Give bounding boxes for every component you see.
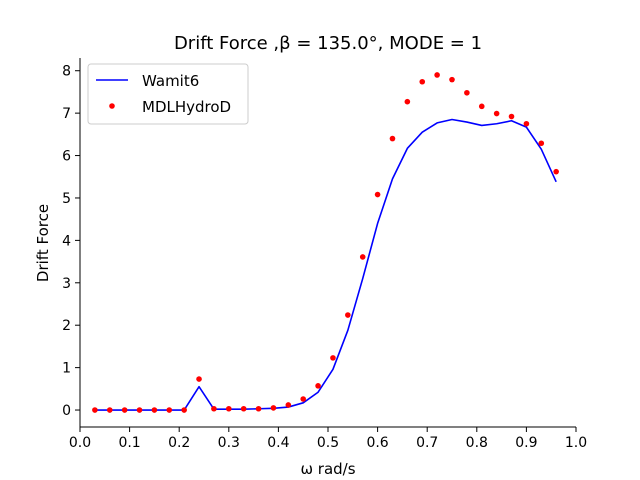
data-point-mdlhydrod xyxy=(449,76,455,83)
legend-mdlhydrod-swatch xyxy=(109,103,115,109)
x-tick-label: 0.8 xyxy=(466,435,488,451)
ticks-layer: 0.0 0.1 0.2 0.3 0.4 0.5 0.6 0.7 0.8 0.9 1.0 0 1 2 3 4 5 6… xyxy=(62,64,587,451)
data-point-mdlhydrod xyxy=(121,407,128,413)
x-tick-label: 0.7 xyxy=(416,435,438,451)
y-tick-label: 8 xyxy=(62,64,71,80)
data-point-mdlhydrod xyxy=(151,407,158,413)
data-point-mdlhydrod xyxy=(345,312,351,318)
legend-mdlhydrod-label: MDLHydroD xyxy=(142,98,231,116)
x-tick-label: 0.2 xyxy=(168,435,190,451)
x-tick-label: 0.0 xyxy=(69,435,91,451)
data-point-mdlhydrod xyxy=(374,191,381,198)
data-point-mdlhydrod xyxy=(330,355,336,361)
data-point-mdlhydrod xyxy=(136,407,143,413)
data-point-mdlhydrod xyxy=(359,254,366,260)
x-axis-label: ω rad/s xyxy=(300,460,355,478)
legend-box xyxy=(87,63,249,125)
data-point-mdlhydrod xyxy=(464,89,470,96)
x-tick-label: 0.6 xyxy=(366,435,388,451)
data-point-mdlhydrod xyxy=(92,407,98,413)
data-point-mdlhydrod xyxy=(166,407,173,413)
x-tick-label: 1.0 xyxy=(565,435,587,451)
data-point-mdlhydrod xyxy=(538,140,545,147)
x-tick-label: 0.5 xyxy=(317,435,339,451)
data-point-mdlhydrod xyxy=(419,78,426,85)
y-tick-label: 6 xyxy=(62,149,71,165)
y-tick-label: 1 xyxy=(62,361,71,377)
y-tick-label: 0 xyxy=(62,403,71,419)
chart-title: Drift Force ,β = 135.0°, MODE = 1 xyxy=(174,33,482,54)
y-tick-label: 4 xyxy=(62,233,71,249)
data-point-mdlhydrod xyxy=(493,110,500,117)
y-tick-label: 7 xyxy=(62,106,71,122)
data-point-mdlhydrod xyxy=(434,72,440,78)
legend: Wamit6 MDLHydroD xyxy=(87,63,249,125)
data-point-mdlhydrod xyxy=(508,113,515,120)
data-point-mdlhydrod xyxy=(553,168,559,175)
data-point-mdlhydrod xyxy=(404,98,411,105)
x-tick-label: 0.9 xyxy=(515,435,537,451)
data-point-mdlhydrod xyxy=(389,135,396,142)
x-tick-label: 0.1 xyxy=(118,435,140,451)
y-tick-label: 5 xyxy=(62,191,71,207)
data-point-mdlhydrod xyxy=(211,405,217,412)
data-point-mdlhydrod xyxy=(255,405,262,412)
y-axis-label: Drift Force xyxy=(34,204,52,282)
data-point-mdlhydrod xyxy=(240,405,247,412)
x-tick-label: 0.3 xyxy=(218,435,240,451)
data-point-mdlhydrod xyxy=(285,402,292,408)
y-tick-label: 3 xyxy=(62,276,71,292)
data-point-mdlhydrod xyxy=(478,103,485,110)
data-point-mdlhydrod xyxy=(270,405,277,411)
data-point-mdlhydrod xyxy=(226,405,232,412)
y-tick-label: 2 xyxy=(62,318,71,334)
data-point-mdlhydrod xyxy=(196,376,202,382)
series-layer xyxy=(92,72,559,413)
data-point-mdlhydrod xyxy=(300,396,307,402)
data-point-mdlhydrod xyxy=(523,120,530,127)
legend-wamit6-label: Wamit6 xyxy=(142,72,199,90)
data-point-mdlhydrod xyxy=(106,407,113,413)
x-tick-label: 0.4 xyxy=(267,435,289,451)
data-point-mdlhydrod xyxy=(315,383,321,389)
data-point-mdlhydrod xyxy=(181,407,187,413)
